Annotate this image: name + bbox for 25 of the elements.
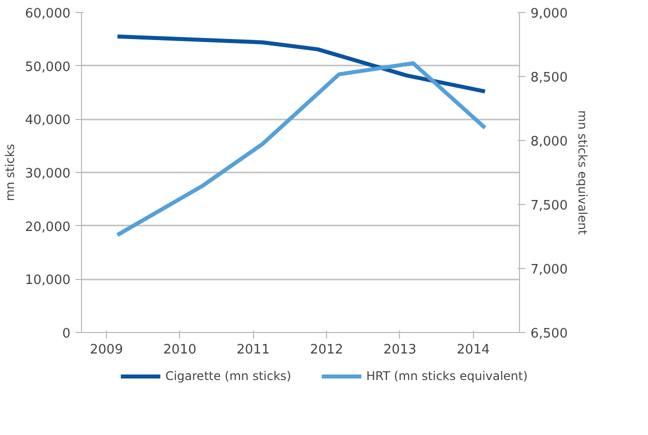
y-tick-label: 30,000 [25,166,71,182]
legend-label: Cigarette (mn sticks) [165,369,292,383]
line-series [115,61,488,237]
x-tick-label: 2014 [456,342,490,358]
y2-tick-label: 7,500 [530,198,568,214]
y2-tick-label: 7,000 [530,262,568,278]
line-series [115,34,488,94]
y2-tick-label: 6,500 [530,326,568,342]
y-axis-title: mn sticks [3,144,18,202]
y-tick-label: 60,000 [25,6,71,22]
y-tick-label: 0 [62,326,71,342]
y-tick-label: 10,000 [25,273,71,288]
y-tick-label: 40,000 [25,113,71,128]
y2-tick-label: 8,000 [530,134,568,150]
x-tick-label: 2012 [310,342,344,358]
x-tick-label: 2010 [163,342,196,358]
x-tick-label: 2013 [383,342,416,358]
legend-label: HRT (mn sticks equivalent) [366,369,528,383]
y2-tick-label: 8,500 [530,70,568,86]
x-tick-label: 2009 [90,342,123,358]
x-tick-label: 2011 [236,342,270,358]
y2-axis-title: mn sticks equivalent [576,110,590,236]
y-tick-label: 50,000 [25,60,71,75]
y-tick-label: 20,000 [25,220,71,235]
y2-tick-label: 9,000 [530,6,568,22]
